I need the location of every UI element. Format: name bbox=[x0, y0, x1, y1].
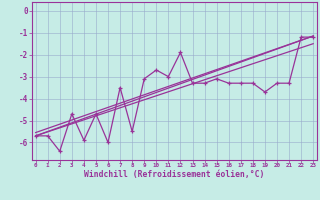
X-axis label: Windchill (Refroidissement éolien,°C): Windchill (Refroidissement éolien,°C) bbox=[84, 170, 265, 179]
